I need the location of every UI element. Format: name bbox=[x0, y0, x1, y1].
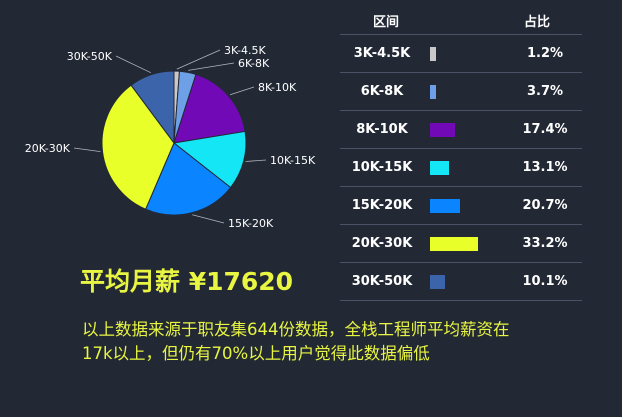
average-salary: 平均月薪 ¥17620 bbox=[80, 267, 294, 296]
row-bar bbox=[430, 198, 460, 213]
row-bar-cell bbox=[424, 46, 508, 61]
row-share: 33.2% bbox=[522, 236, 568, 251]
data-source-note: 以上数据来源于职友集644份数据，全栈工程师平均薪资在17k以上，但仍有70%以… bbox=[82, 320, 510, 363]
leader-line bbox=[176, 49, 221, 70]
pie-slice-15K-20K bbox=[145, 142, 232, 216]
row-bar bbox=[430, 236, 478, 251]
table-row: 6K-8K 3.7% bbox=[340, 72, 582, 110]
table-header: 区间 占比 bbox=[340, 6, 582, 34]
row-bar-cell bbox=[424, 160, 508, 175]
pie-slice-8K-10K bbox=[173, 73, 246, 144]
pie-label: 20K-30K bbox=[25, 142, 71, 155]
row-share: 17.4% bbox=[522, 122, 568, 137]
pie-label: 3K-4.5K bbox=[224, 44, 267, 57]
row-bar-cell bbox=[424, 236, 508, 251]
leader-line bbox=[245, 159, 267, 162]
pie-slice-20K-30K bbox=[101, 84, 175, 210]
leader-line bbox=[192, 214, 225, 224]
row-bar-cell bbox=[424, 274, 508, 289]
pie-label: 6K-8K bbox=[238, 57, 270, 70]
row-share: 3.7% bbox=[526, 84, 564, 99]
row-range: 15K-20K bbox=[351, 198, 413, 213]
pie-slice-30K-50K bbox=[130, 70, 175, 145]
pie-label: 15K-20K bbox=[228, 217, 274, 230]
row-share: 10.1% bbox=[522, 274, 568, 289]
row-range: 30K-50K bbox=[351, 274, 413, 289]
table-row: 15K-20K 20.7% bbox=[340, 186, 582, 224]
row-range: 10K-15K bbox=[351, 160, 413, 175]
row-bar bbox=[430, 274, 445, 289]
pie-slice-10K-15K bbox=[172, 130, 247, 189]
row-share: 1.2% bbox=[526, 46, 564, 61]
leader-line bbox=[115, 55, 151, 74]
row-bar-cell bbox=[424, 84, 508, 99]
table-row: 20K-30K 33.2% bbox=[340, 224, 582, 262]
pie-label: 10K-15K bbox=[270, 154, 316, 167]
header-share: 占比 bbox=[523, 14, 550, 30]
row-bar bbox=[430, 46, 436, 61]
row-range: 3K-4.5K bbox=[353, 46, 411, 61]
pie-label: 30K-50K bbox=[67, 50, 113, 63]
row-bar-cell bbox=[424, 122, 508, 137]
row-bar bbox=[430, 84, 436, 99]
leader-line bbox=[229, 86, 255, 96]
pie-label: 8K-10K bbox=[258, 81, 297, 94]
row-bar-cell bbox=[424, 198, 508, 213]
table-row: 30K-50K 10.1% bbox=[340, 262, 582, 301]
leader-line bbox=[188, 62, 235, 71]
leader-line bbox=[73, 147, 101, 152]
table-row: 3K-4.5K 1.2% bbox=[340, 34, 582, 72]
header-range: 区间 bbox=[372, 14, 399, 30]
row-range: 20K-30K bbox=[351, 236, 413, 251]
row-range: 8K-10K bbox=[356, 122, 408, 137]
row-share: 20.7% bbox=[522, 198, 568, 213]
row-bar bbox=[430, 122, 456, 137]
table-row: 8K-10K 17.4% bbox=[340, 110, 582, 148]
table-row: 10K-15K 13.1% bbox=[340, 148, 582, 186]
row-range: 6K-8K bbox=[360, 84, 404, 99]
row-share: 13.1% bbox=[522, 160, 568, 175]
salary-table: 区间 占比 3K-4.5K 1.2% 6K-8K 3.7% 8K-10K 17.4% 10K… bbox=[340, 6, 582, 301]
row-bar bbox=[430, 160, 449, 175]
